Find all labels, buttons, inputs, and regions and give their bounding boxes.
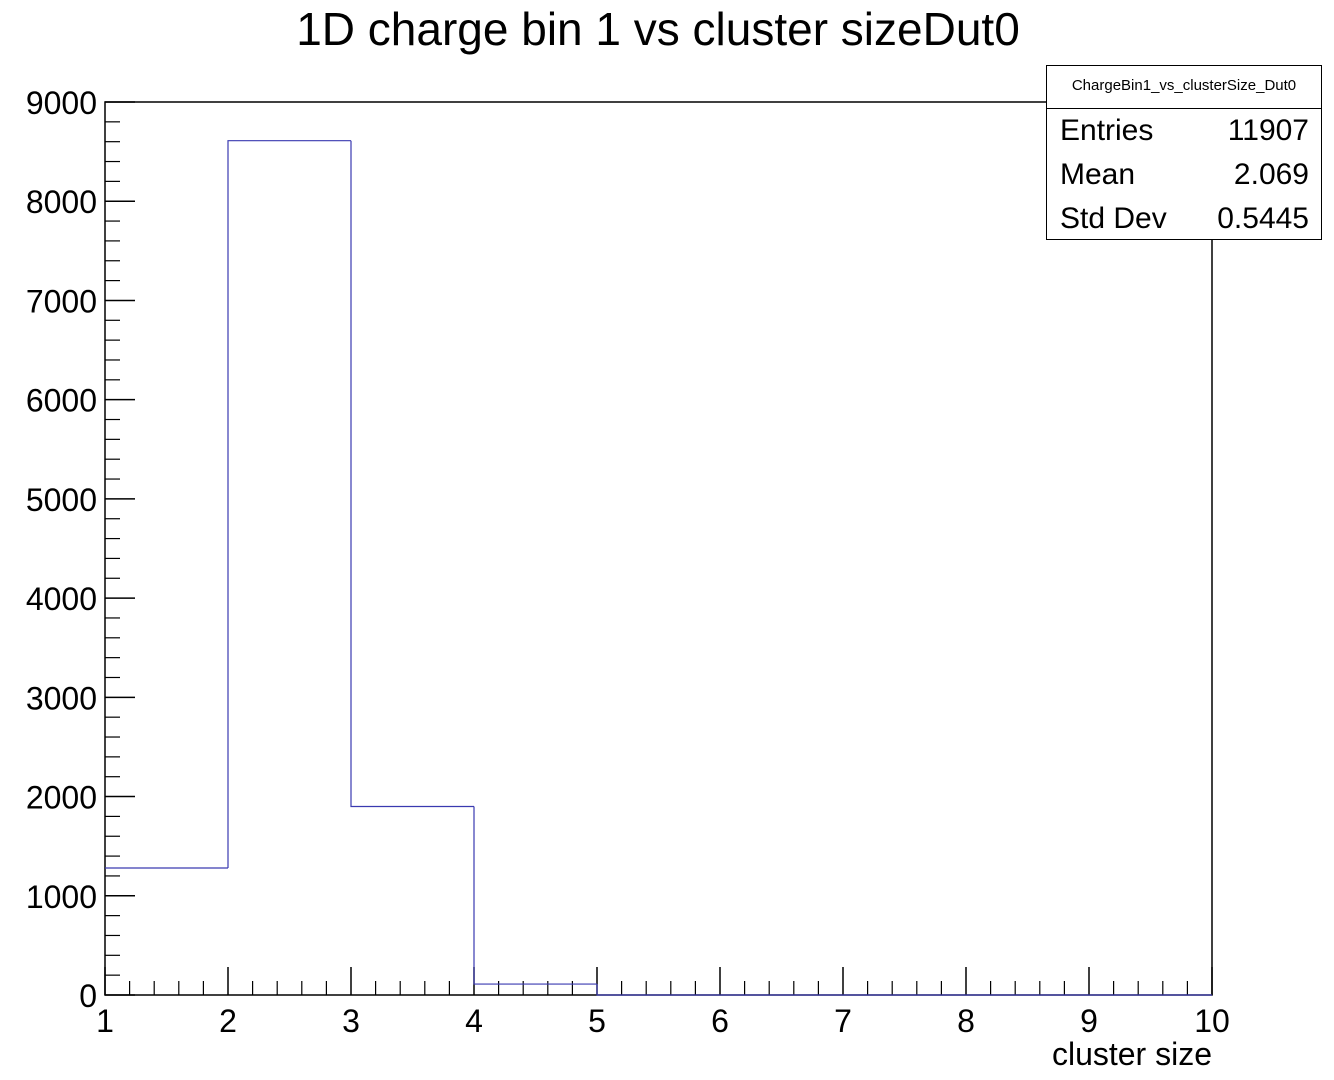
y-tick-label: 3000 <box>26 680 97 716</box>
stats-row-stddev: Std Dev 0.5445 <box>1047 197 1321 241</box>
histogram-bin <box>350 140 474 808</box>
y-tick-label: 6000 <box>26 383 97 419</box>
stats-value: 11907 <box>1227 114 1309 147</box>
x-tick-label: 1 <box>96 1003 114 1039</box>
histogram-bin <box>473 806 597 985</box>
stats-box: ChargeBin1_vs_clusterSize_Dut0 Entries 1… <box>1046 65 1322 240</box>
stats-value: 2.069 <box>1233 158 1309 191</box>
y-tick-label: 4000 <box>26 581 97 617</box>
y-tick-label: 9000 <box>26 85 97 121</box>
y-tick-label: 5000 <box>26 482 97 518</box>
stats-label: Std Dev <box>1060 202 1167 235</box>
x-tick-label: 3 <box>342 1003 360 1039</box>
y-tick-label: 2000 <box>26 780 97 816</box>
stats-row-entries: Entries 11907 <box>1047 109 1321 153</box>
x-tick-label: 2 <box>219 1003 237 1039</box>
y-tick-label: 1000 <box>26 879 97 915</box>
stats-label: Mean <box>1060 158 1136 191</box>
x-tick-label: 4 <box>465 1003 483 1039</box>
y-tick-label: 8000 <box>26 184 97 220</box>
y-tick-label: 0 <box>79 978 97 1014</box>
stats-label: Entries <box>1060 114 1154 147</box>
x-tick-label: 7 <box>834 1003 852 1039</box>
stats-value: 0.5445 <box>1217 202 1309 235</box>
histogram-bin <box>596 984 720 996</box>
y-tick-label: 7000 <box>26 283 97 319</box>
stats-row-mean: Mean 2.069 <box>1047 153 1321 197</box>
x-tick-label: 10 <box>1194 1003 1230 1039</box>
stats-box-title: ChargeBin1_vs_clusterSize_Dut0 <box>1047 66 1321 109</box>
x-axis-label: cluster size <box>1051 1036 1212 1072</box>
histogram-bin <box>227 140 351 868</box>
x-tick-label: 9 <box>1080 1003 1098 1039</box>
chart-title: 1D charge bin 1 vs cluster sizeDut0 <box>296 3 1020 55</box>
x-tick-label: 6 <box>711 1003 729 1039</box>
x-tick-label: 5 <box>588 1003 606 1039</box>
x-tick-label: 8 <box>957 1003 975 1039</box>
